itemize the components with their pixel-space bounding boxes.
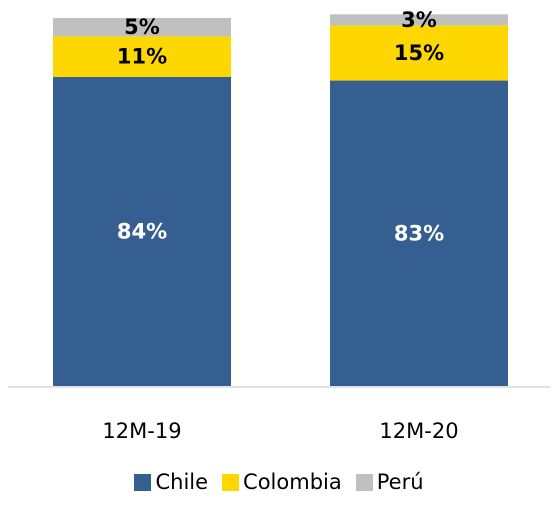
legend-item-perú: Perú (355, 470, 424, 494)
data-label-chile-0: 84% (117, 219, 167, 243)
data-label-chile-1: 83% (394, 221, 444, 245)
bar-perú-1 (330, 14, 508, 26)
legend-swatch (222, 473, 240, 491)
bar-colombia-0 (53, 36, 231, 77)
category-labels: 12M-19 12M-20 (102, 419, 458, 443)
legend: Chile Colombia Perú (0, 470, 558, 494)
legend-item-chile: Chile (134, 470, 208, 494)
bar-chile-1 (330, 80, 508, 386)
bar-perú-0 (53, 18, 231, 37)
bar-colombia-1 (330, 25, 508, 81)
legend-label: Perú (376, 470, 424, 494)
legend-label: Colombia (243, 470, 342, 494)
category-label-1: 12M-20 (379, 419, 458, 443)
legend-label: Chile (155, 470, 209, 494)
legend-swatch (355, 473, 373, 491)
data-label-colombia-0: 11% (117, 45, 167, 69)
bar-chile-0 (53, 76, 231, 386)
stacked-bar-chart: 84% 11% 5% 83% 15% 3% 12M-19 12M-20 (8, 8, 550, 443)
legend-item-colombia: Colombia (222, 470, 342, 494)
data-label-perú-1: 3% (401, 8, 437, 32)
legend-swatch (134, 473, 152, 491)
bars-layer: 84% 11% 5% 83% 15% 3% (53, 8, 508, 386)
data-label-colombia-1: 15% (394, 41, 444, 65)
data-label-perú-0: 5% (124, 15, 160, 39)
category-label-0: 12M-19 (102, 419, 181, 443)
